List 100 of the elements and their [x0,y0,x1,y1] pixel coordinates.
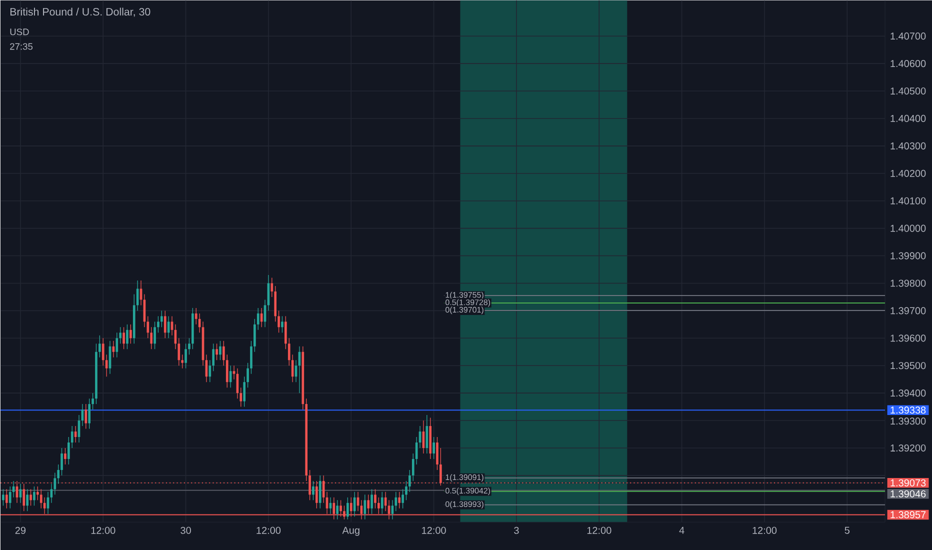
candlestick [64,448,66,465]
candlestick [346,497,349,520]
annotation: USD [10,28,29,36]
y-tick-label: 1.39046 [890,490,926,498]
x-tick-label: 5 [844,526,850,534]
y-tick-label: 1.38957 [890,511,926,518]
candlestick [160,310,163,328]
candlestick [243,376,246,408]
ref-line-label: 0.5(1.39728) [446,299,490,307]
candlestick [33,486,36,506]
candlestick [254,318,256,352]
candlestick [208,360,212,382]
ref-line-label: 1(1.39755) [446,292,484,300]
candlestick [164,310,166,338]
y-tick-label: 1.40500 [890,87,926,94]
candlestick [318,475,322,509]
candlestick [364,494,366,520]
candlestick [432,436,435,460]
y-tick-label: 1.40200 [890,170,926,177]
candlestick [157,316,160,333]
y-tick-label: 1.39073 [890,479,926,486]
candlestick [436,436,438,470]
candlestick [129,324,132,344]
candlestick [70,426,74,448]
x-tick-label: 30 [180,526,191,534]
y-tick-label: 1.40700 [890,32,926,40]
y-tick-label: 1.40300 [890,142,926,150]
candlestick [188,338,190,355]
candlestick [232,365,236,380]
y-tick-label: 1.40100 [890,197,926,204]
candlestick [216,343,218,360]
candlestick [184,343,187,369]
candlestick [150,326,153,350]
candlestick [281,316,284,333]
ref-line-label: 0(1.39701) [446,306,484,314]
candlestick [250,340,252,374]
text: British Pound / U.S. Dollar, 30 [10,8,150,17]
x-tick-label: Aug [342,526,360,536]
y-tick-label: 1.40400 [890,114,926,122]
candlestick [222,340,225,366]
candlestick [278,310,280,333]
y-tick-label: 1.39300 [890,417,926,425]
candlestick [270,277,274,298]
x-tick-label: 29 [15,526,26,534]
candlestick [154,321,156,350]
y-tick-label: 1.39338 [890,406,926,414]
x-tick-label: 12:00 [256,526,281,534]
candlestick [226,354,228,388]
candlestick [68,436,70,465]
candlestick [181,354,184,369]
candlestick [336,500,339,520]
candlestick [22,483,26,512]
candlestick [88,398,91,430]
ref-line-label: 1(1.39091) [446,474,484,482]
candlestick [126,324,128,350]
y-tick-label: 1.39200 [890,444,926,452]
candlestick [60,448,63,476]
y-tick-label: 1.39700 [890,307,926,314]
candlestick [374,488,376,509]
candlestick [98,335,101,358]
ref-line-label: 0.5(1.39042) [446,488,490,496]
y-tick-label: 1.40000 [890,224,926,232]
x-tick-label: 12:00 [422,526,446,534]
candlestick [5,488,8,509]
candlestick [402,488,404,509]
candlestick [408,470,411,492]
x-tick-label: 12:00 [587,526,612,534]
candlestick [26,488,29,512]
ref-line-label: 0(1.38993) [446,501,484,508]
candlestick [312,480,314,500]
candlestick [2,488,4,506]
candlestick [380,492,384,514]
x-tick-label: 4 [679,526,684,534]
candlestick [84,404,88,430]
candlestick [92,392,94,410]
candlestick [405,480,408,500]
y-tick-label: 1.39800 [890,280,926,287]
annotation: 27:35 [10,43,33,50]
candlestick [212,343,215,372]
y-tick-label: 1.39500 [890,362,926,370]
candlestick [122,326,125,350]
candlestick [284,316,287,350]
candlestick [370,488,373,514]
x-tick-label: 12:00 [752,526,777,534]
x-tick-label: 12:00 [91,526,116,534]
candlestick [36,486,39,500]
candlestick [219,340,222,360]
candlestick [116,332,118,358]
candlestick [57,464,60,484]
y-tick-label: 1.40600 [890,60,926,68]
candlestick [119,326,122,344]
y-tick-label: 1.39900 [890,252,926,260]
candlestick [246,362,249,388]
candlestick [30,488,32,506]
x-tick-label: 3 [514,526,519,534]
candlestick [398,492,401,509]
y-tick-label: 1.39600 [890,334,926,342]
candlestick [426,414,428,454]
y-tick-label: 1.39400 [890,389,926,397]
candlestick [256,308,260,330]
